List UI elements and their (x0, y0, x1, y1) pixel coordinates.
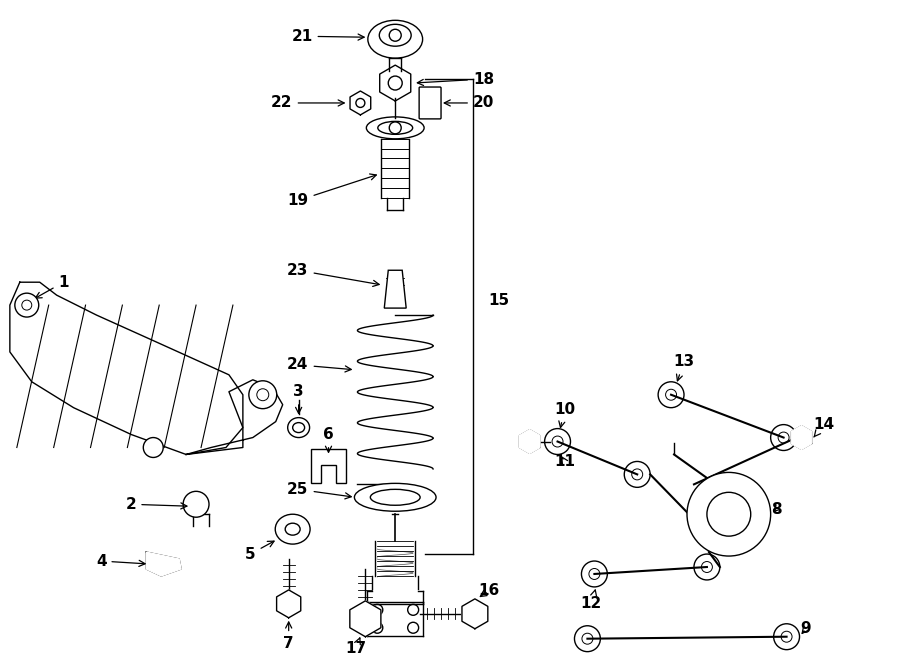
Text: 6: 6 (323, 427, 334, 452)
Circle shape (666, 389, 677, 400)
Text: 13: 13 (673, 354, 695, 381)
Circle shape (687, 473, 770, 556)
Text: 4: 4 (95, 553, 145, 568)
Text: 1: 1 (35, 275, 69, 298)
Text: 25: 25 (287, 482, 351, 499)
Polygon shape (186, 380, 283, 455)
Circle shape (552, 436, 563, 447)
Polygon shape (10, 282, 243, 455)
Polygon shape (310, 449, 346, 483)
Ellipse shape (288, 418, 310, 438)
Circle shape (582, 633, 593, 644)
Polygon shape (380, 65, 410, 101)
Circle shape (390, 29, 401, 41)
Circle shape (658, 382, 684, 408)
Ellipse shape (368, 20, 423, 58)
Circle shape (706, 492, 751, 536)
Ellipse shape (285, 524, 300, 535)
Circle shape (694, 554, 720, 580)
Text: 11: 11 (554, 454, 575, 469)
Circle shape (143, 438, 163, 457)
Circle shape (183, 491, 209, 517)
Ellipse shape (378, 122, 413, 134)
Circle shape (388, 76, 402, 90)
Circle shape (781, 631, 792, 642)
Text: 9: 9 (800, 621, 811, 637)
Text: 21: 21 (292, 28, 365, 44)
Text: 7: 7 (284, 622, 294, 651)
Ellipse shape (355, 483, 436, 511)
Polygon shape (350, 601, 381, 637)
Polygon shape (519, 430, 540, 453)
Polygon shape (462, 599, 488, 629)
Circle shape (356, 98, 364, 108)
Text: 8: 8 (770, 502, 781, 517)
Ellipse shape (275, 514, 310, 544)
Text: 14: 14 (814, 417, 834, 437)
Circle shape (158, 559, 168, 570)
Polygon shape (384, 270, 406, 308)
Text: 22: 22 (271, 95, 345, 110)
Circle shape (574, 626, 600, 652)
Polygon shape (147, 552, 181, 576)
Text: 2: 2 (126, 497, 187, 512)
Polygon shape (276, 590, 301, 618)
Polygon shape (791, 426, 812, 449)
Circle shape (625, 461, 650, 487)
Ellipse shape (366, 117, 424, 139)
Circle shape (774, 624, 799, 650)
Text: 10: 10 (554, 402, 575, 428)
Text: 12: 12 (580, 590, 602, 611)
Text: 18: 18 (418, 71, 494, 87)
Text: 3: 3 (293, 384, 304, 413)
FancyBboxPatch shape (419, 87, 441, 119)
Text: 23: 23 (287, 263, 379, 286)
Circle shape (632, 469, 643, 480)
Polygon shape (350, 91, 371, 115)
Circle shape (14, 293, 39, 317)
Text: 24: 24 (287, 358, 351, 372)
Circle shape (778, 432, 789, 443)
Circle shape (589, 568, 600, 580)
Text: 20: 20 (445, 95, 494, 110)
Text: 17: 17 (345, 638, 366, 656)
Ellipse shape (370, 489, 420, 505)
Ellipse shape (292, 422, 304, 432)
Circle shape (701, 562, 713, 572)
Circle shape (770, 424, 796, 451)
Circle shape (581, 561, 608, 587)
Circle shape (248, 381, 276, 408)
Text: 16: 16 (478, 584, 500, 598)
Text: 15: 15 (488, 293, 509, 307)
Text: 19: 19 (287, 174, 376, 208)
Ellipse shape (379, 24, 411, 46)
Circle shape (544, 428, 571, 455)
Text: 5: 5 (245, 541, 274, 562)
